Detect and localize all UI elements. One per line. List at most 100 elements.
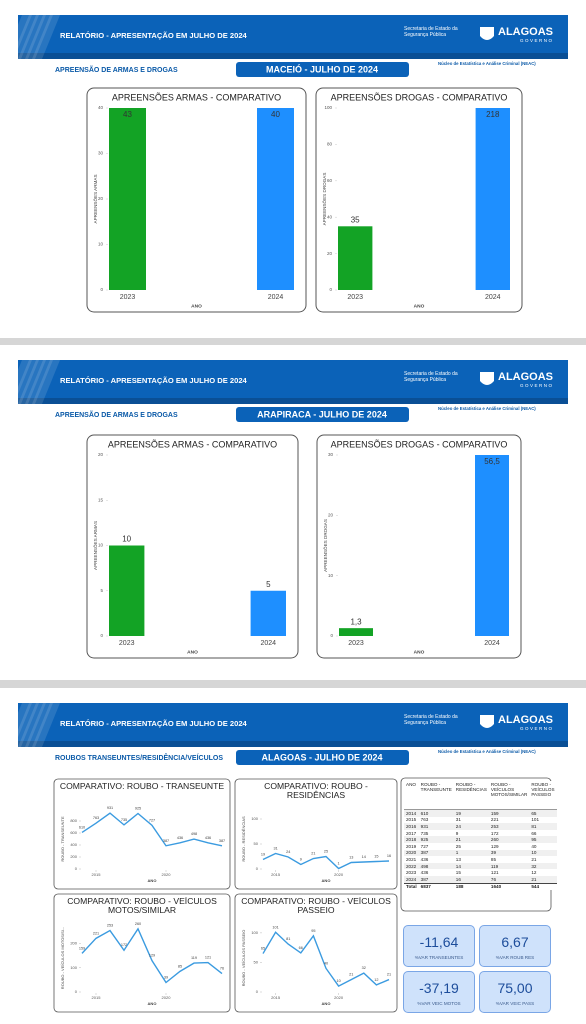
- cell: 6837: [418, 882, 454, 891]
- cell: 13: [455, 856, 461, 862]
- cell: 21: [529, 875, 557, 884]
- kpi-label: %VAR ROUB RES: [495, 955, 535, 960]
- value-label: 436: [205, 836, 211, 840]
- column-header: ROUBO - VEÍCULOS MOTOS/SIMILAR: [488, 781, 530, 810]
- value-label: 121: [205, 956, 211, 960]
- value-label: 218: [486, 110, 500, 119]
- table-row: 2014 610 19 159 65: [404, 809, 557, 817]
- value-label: 101: [272, 925, 278, 929]
- value-label: 159: [79, 946, 85, 950]
- header-deco: [11, 360, 39, 404]
- kpi-label: %VAR VEIC MOTOS: [417, 1001, 461, 1006]
- cell: 1640: [488, 882, 530, 891]
- value-label: 387: [219, 839, 225, 843]
- x-tick-label: 2015: [92, 995, 102, 1000]
- table-row: 2017 735 9 172 66: [404, 830, 557, 837]
- y-tick-label: 20: [328, 513, 334, 518]
- value-label: 19: [261, 853, 265, 857]
- y-tick-label: 0: [256, 989, 259, 994]
- cell: 66: [531, 830, 537, 836]
- value-label: 76: [220, 967, 224, 971]
- title-box: COMPARATIVO: ROUBO - TRANSEUNTE: [60, 782, 224, 791]
- bar: [109, 545, 145, 636]
- chart-frame: [234, 893, 398, 1013]
- bar: [250, 590, 286, 636]
- value-label: 1,3: [350, 617, 362, 626]
- chart-title: APREENSÕES ARMAS - COMPARATIVO: [108, 439, 277, 449]
- table-row: 2015 763 31 221 101: [404, 817, 557, 824]
- value-label: 221: [93, 931, 99, 935]
- cell: 1: [453, 849, 489, 857]
- header-deco: [18, 15, 46, 59]
- brand: ALAGOAS: [498, 714, 553, 726]
- y-tick-label: 40: [98, 105, 104, 110]
- value-label: 81: [286, 937, 290, 941]
- line: [262, 931, 390, 987]
- header-deco: [32, 703, 60, 747]
- value-label: 253: [107, 924, 113, 928]
- cell: 9: [455, 830, 459, 836]
- header-title: RELATÓRIO - APRESENTAÇÃO EM JULHO DE 202…: [60, 31, 248, 40]
- place: ALAGOAS - JULHO DE 2024: [261, 752, 382, 762]
- org-box: Secretaria de Estado da Segurança Públic…: [404, 26, 458, 38]
- cell: 14: [453, 862, 489, 870]
- y-tick-label: 20: [98, 452, 104, 457]
- x-axis-label: ANO: [187, 649, 198, 655]
- kpi-value: 75,00: [497, 980, 533, 996]
- cell: 76: [488, 875, 530, 884]
- value-label: 21: [387, 973, 391, 977]
- cell: 172: [490, 830, 499, 836]
- section-title: APREENSÃO DE ARMAS E DROGAS: [55, 65, 178, 74]
- cell: 2022: [404, 862, 419, 870]
- x-axis-label: ANO: [414, 303, 425, 309]
- value-label: 260: [135, 922, 141, 926]
- value-label: 13: [349, 856, 353, 860]
- chart-frame: [53, 893, 231, 1013]
- table-row: 2018 925 21 260 95: [404, 836, 557, 843]
- cell: 159: [488, 809, 530, 817]
- y-tick-label: 20: [98, 196, 104, 201]
- table-row: 2022 498 14 119 32: [404, 862, 557, 870]
- cell: 2021: [406, 856, 417, 862]
- bar: [339, 628, 373, 636]
- y-tick-label: 0: [100, 633, 103, 638]
- section-title: APREENSÃO DE ARMAS E DROGAS: [55, 410, 178, 419]
- value-label: 56,5: [484, 457, 500, 466]
- x-tick-label: 2020: [334, 995, 344, 1000]
- org-box: Secretaria de Estado da Segurança Públic…: [404, 714, 458, 726]
- table-head: ANO ROUBO - TRANSEUNTE ROUBO - RESIDÊNCIAS…: [404, 781, 557, 810]
- header-deco: [32, 15, 60, 59]
- cell: 101: [531, 817, 539, 823]
- value-label: 119: [191, 956, 197, 960]
- unit: Núcleo de Estatística e Análise Criminal…: [438, 406, 536, 411]
- place: ARAPIRACA - JULHO DE 2024: [257, 409, 387, 419]
- value-label: 95: [311, 929, 315, 933]
- y-tick-label: 0: [75, 989, 78, 994]
- x-axis-label: ANO: [322, 878, 331, 883]
- value-label: 727: [149, 818, 155, 822]
- line: [81, 927, 223, 984]
- x-tick-label: 2024: [268, 294, 284, 301]
- y-tick-label: 40: [327, 214, 333, 219]
- cell: 498: [418, 862, 454, 870]
- column-header: ROUBO - RESIDÊNCIAS: [453, 781, 489, 810]
- column-header: ROUBO - VEÍCULOS PASSEIO: [529, 781, 557, 810]
- y-axis-label: APREENSÕES ARMAS: [92, 521, 98, 570]
- x-tick-label: 2023: [348, 640, 364, 647]
- y-tick-label: 0: [100, 287, 103, 292]
- value-label: 24: [286, 850, 290, 854]
- header-deco: [4, 360, 32, 404]
- y-tick-label: 0: [329, 287, 332, 292]
- value-label: 931: [107, 806, 113, 810]
- value-label: 9: [300, 858, 302, 862]
- y-tick-label: 100: [70, 965, 77, 970]
- cell: 121: [490, 870, 499, 876]
- cell: 931: [418, 823, 454, 830]
- y-tick-label: 0: [75, 866, 78, 871]
- header-bar: [18, 15, 568, 59]
- cell: 727: [420, 843, 429, 849]
- value-label: 25: [324, 850, 328, 854]
- value-label: 12: [374, 978, 378, 982]
- cell: 16: [453, 875, 489, 884]
